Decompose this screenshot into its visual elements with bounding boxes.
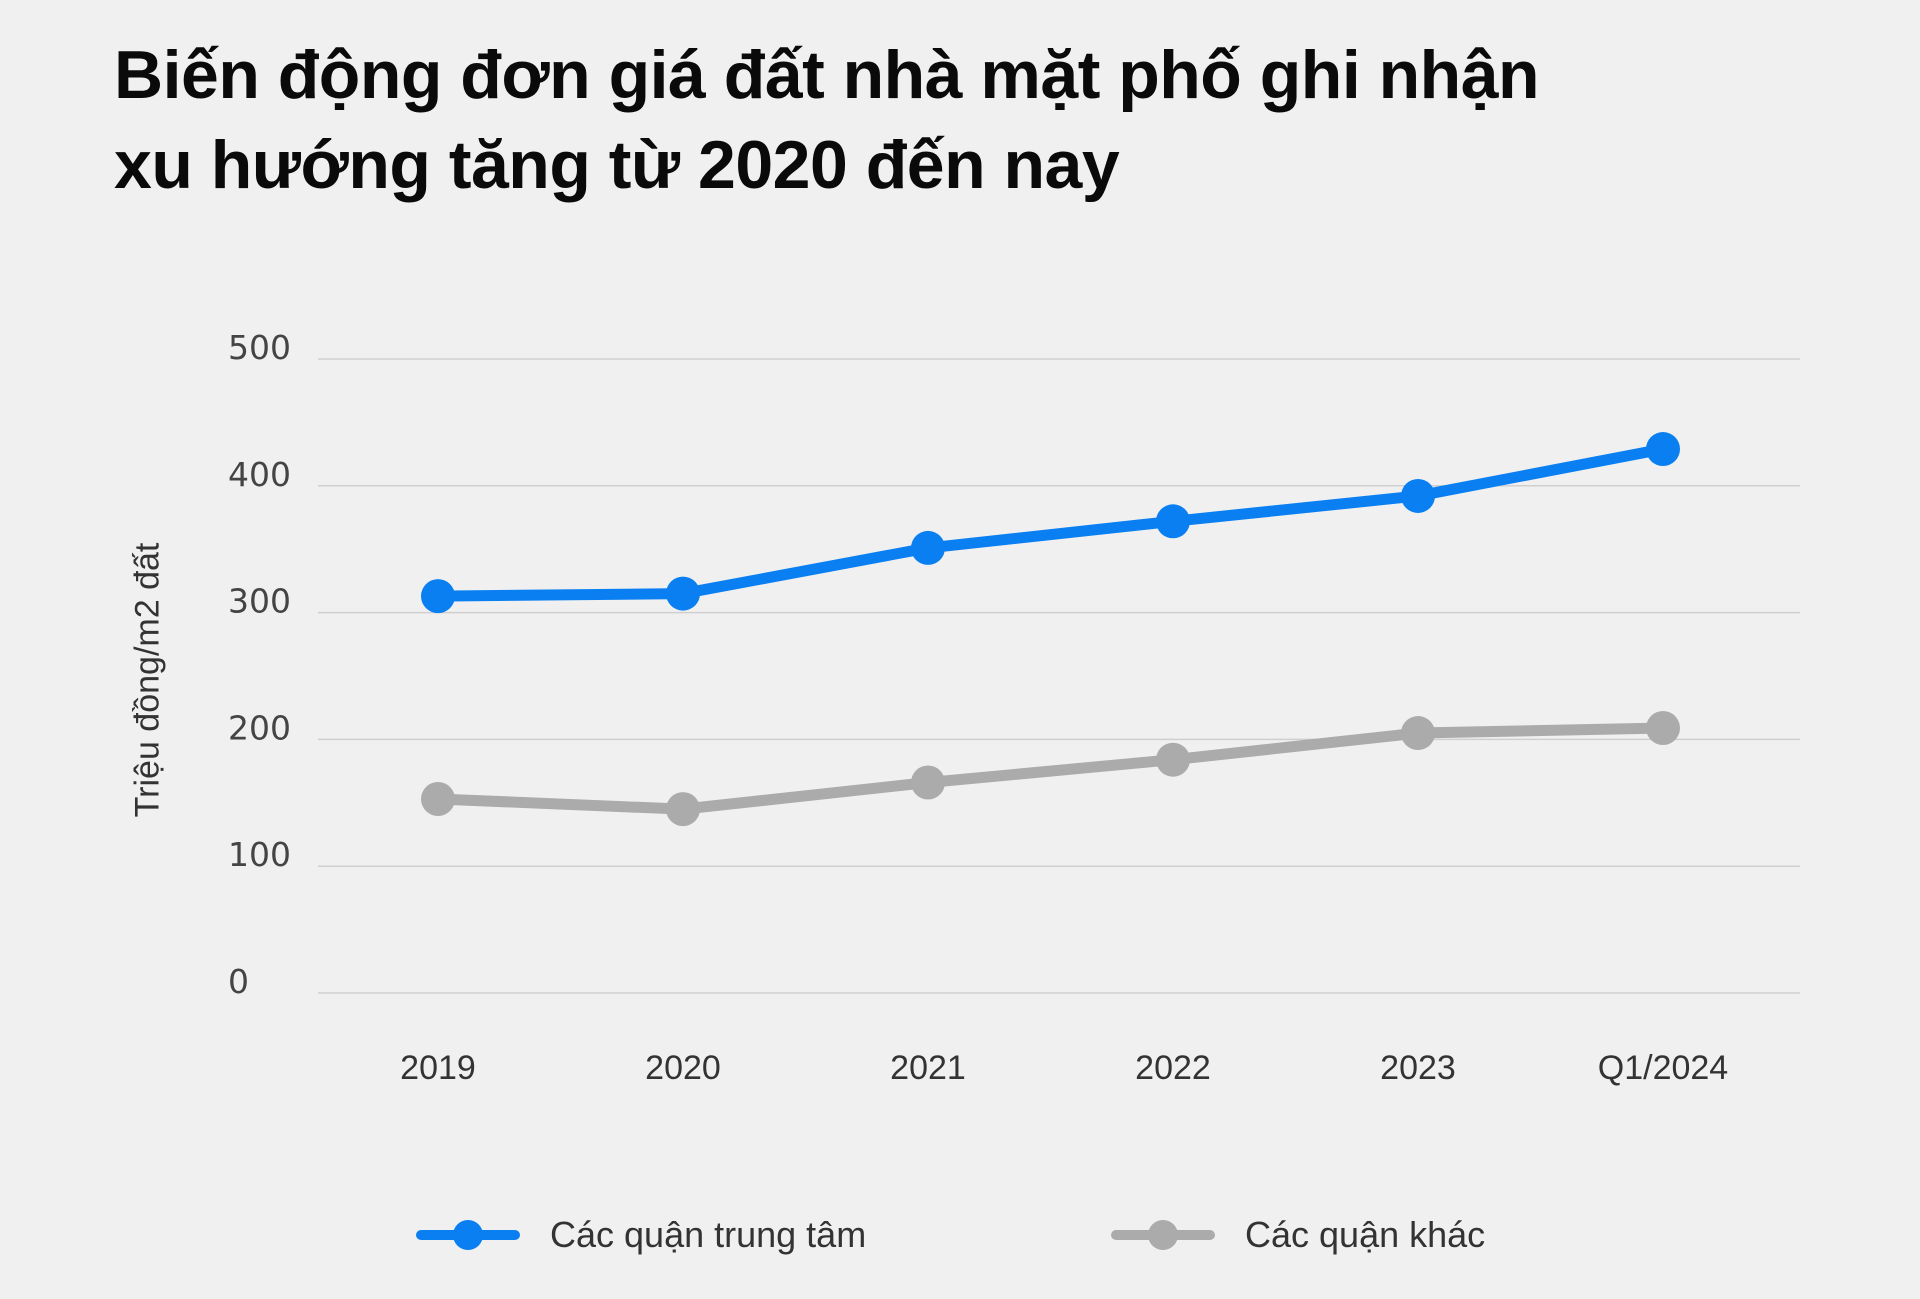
y-tick-label: 200 (228, 708, 291, 747)
x-tick-label: 2020 (645, 1049, 721, 1087)
y-tick-label: 300 (228, 582, 291, 621)
y-tick-label: 400 (228, 455, 291, 494)
y-tick-label: 500 (228, 328, 291, 367)
legend-item-other-districts[interactable]: Các quận khác (1111, 1205, 1485, 1265)
y-axis-ticks: 0 100 200 300 400 500 (228, 328, 291, 1001)
data-point-marker[interactable] (1646, 710, 1680, 745)
legend-line-marker-icon (1111, 1205, 1215, 1265)
data-point-marker[interactable] (911, 765, 945, 800)
y-tick-label: 0 (228, 962, 249, 1001)
chart-title: Biến động đơn giá đất nhà mặt phố ghi nh… (114, 30, 1814, 210)
data-point-marker[interactable] (421, 781, 455, 816)
chart-legend: Các quận trung tâm Các quận khác (0, 1205, 1920, 1265)
x-tick-label: Q1/2024 (1598, 1049, 1728, 1087)
data-point-marker[interactable] (1156, 742, 1190, 777)
data-point-marker[interactable] (666, 792, 700, 827)
x-tick-label: 2022 (1135, 1049, 1211, 1087)
data-point-marker[interactable] (666, 576, 700, 611)
y-tick-label: 100 (228, 835, 291, 874)
chart-title-line-2: xu hướng tăng từ 2020 đến nay (114, 127, 1120, 203)
series-path (432, 443, 1669, 602)
x-tick-label: 2019 (400, 1049, 476, 1087)
data-point-marker[interactable] (421, 579, 455, 614)
series-line (421, 710, 1680, 827)
chart-title-line-1: Biến động đơn giá đất nhà mặt phố ghi nh… (114, 37, 1540, 113)
series-line (421, 432, 1680, 614)
data-point-marker[interactable] (1401, 478, 1435, 513)
gridlines (318, 358, 1800, 994)
data-point-marker[interactable] (1401, 716, 1435, 751)
data-point-marker[interactable] (1646, 432, 1680, 467)
x-tick-label: 2021 (890, 1049, 966, 1087)
x-tick-label: 2023 (1380, 1049, 1456, 1087)
legend-label: Các quận trung tâm (550, 1214, 867, 1255)
x-axis-ticks: 2019 2020 2021 2022 2023 Q1/2024 (400, 1049, 1728, 1087)
legend-label: Các quận khác (1245, 1214, 1486, 1255)
data-point-marker[interactable] (1156, 504, 1190, 539)
series-path (432, 722, 1669, 815)
data-point-marker[interactable] (911, 530, 945, 565)
legend-item-central-districts[interactable]: Các quận trung tâm (416, 1205, 866, 1265)
legend-line-marker-icon (416, 1205, 520, 1265)
data-series (421, 432, 1680, 827)
